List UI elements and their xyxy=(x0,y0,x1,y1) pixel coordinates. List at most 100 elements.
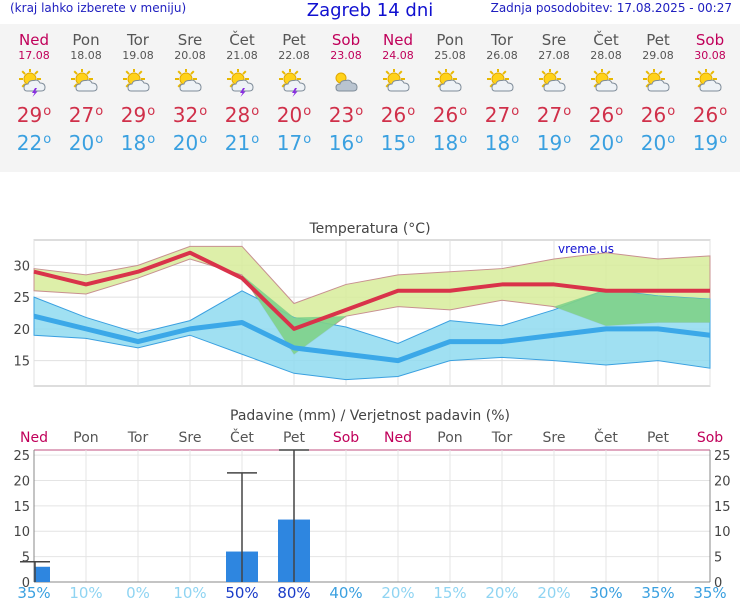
precip-probability-label: 40% xyxy=(329,584,362,600)
y-tick-label-right: 10 xyxy=(714,525,731,540)
degree-symbol: o xyxy=(303,104,312,119)
day-date: 17.08 xyxy=(18,49,50,62)
day-column[interactable]: Pet 22.08 20o 17o xyxy=(267,24,321,156)
day-column[interactable]: Ned 17.08 29o 22o xyxy=(7,24,61,156)
precip-probability-label: 0% xyxy=(126,584,150,600)
day-column[interactable]: Sre 20.08 32o 20o xyxy=(163,24,217,156)
day-date: 26.08 xyxy=(486,49,518,62)
max-temperature: 27o xyxy=(527,103,581,127)
day-column[interactable]: Sob 30.08 26o 19o xyxy=(683,24,737,156)
precipitation-chart-title: Padavine (mm) / Verjetnost padavin (%) xyxy=(230,408,510,424)
day-date: 22.08 xyxy=(278,49,310,62)
min-temperature: 20o xyxy=(579,131,633,155)
min-temperature: 20o xyxy=(59,131,113,155)
degree-symbol: o xyxy=(667,132,676,147)
max-temperature-value: 28 xyxy=(224,103,251,127)
degree-symbol: o xyxy=(95,132,104,147)
max-temperature: 29o xyxy=(7,103,61,127)
max-temperature-value: 26 xyxy=(588,103,615,127)
cloudy-icon xyxy=(335,72,358,92)
day-column[interactable]: Čet 28.08 26o 20o xyxy=(579,24,633,156)
band-overlap xyxy=(34,259,710,355)
precip-day-label: Sre xyxy=(179,430,202,446)
day-name: Pet xyxy=(646,31,670,49)
sun-cloud-icon xyxy=(591,69,618,92)
min-temperature-line xyxy=(33,313,711,364)
degree-symbol: o xyxy=(43,132,52,147)
y-tick-label: 20 xyxy=(13,323,30,338)
day-name: Čet xyxy=(229,31,255,49)
sun-cloud-icon xyxy=(643,69,670,92)
min-temperature-value: 17 xyxy=(276,131,303,155)
precip-probability-label: 15% xyxy=(433,584,466,600)
day-column[interactable]: Sob 23.08 23o 16o xyxy=(319,24,373,156)
sun-cloud-storm-icon xyxy=(19,69,46,97)
day-column[interactable]: Sre 27.08 27o 19o xyxy=(527,24,581,156)
min-temperature-value: 20 xyxy=(588,131,615,155)
min-temperature-value: 18 xyxy=(484,131,511,155)
min-temperature-value: 20 xyxy=(68,131,95,155)
watermark: vreme.us xyxy=(558,242,614,256)
min-temperature-value: 15 xyxy=(380,131,407,155)
min-temperature: 20o xyxy=(631,131,685,155)
day-column[interactable]: Ned 24.08 26o 15o xyxy=(371,24,425,156)
precipitation-plot-area xyxy=(34,450,710,582)
max-temperature-value: 26 xyxy=(640,103,667,127)
y-tick-label-left: 10 xyxy=(13,525,30,540)
degree-symbol: o xyxy=(719,104,728,119)
max-temperature: 27o xyxy=(475,103,529,127)
precip-probability-label: 35% xyxy=(17,584,50,600)
day-name: Sre xyxy=(541,31,567,49)
day-column[interactable]: Pet 29.08 26o 20o xyxy=(631,24,685,156)
day-column[interactable]: Pon 18.08 27o 20o xyxy=(59,24,113,156)
degree-symbol: o xyxy=(511,132,520,147)
day-name: Ned xyxy=(19,31,49,49)
temperature-chart-title: Temperatura (°C) xyxy=(308,221,430,237)
max-temperature: 27o xyxy=(59,103,113,127)
precip-probability-label: 10% xyxy=(69,584,102,600)
max-temperature-line xyxy=(33,250,710,331)
precip-probability-label: 35% xyxy=(641,584,674,600)
precip-probability-label: 20% xyxy=(381,584,414,600)
max-temperature: 28o xyxy=(215,103,269,127)
sun-cloud-storm-icon xyxy=(279,69,306,97)
precip-day-label: Sob xyxy=(333,430,359,446)
day-name: Sob xyxy=(331,31,361,49)
min-temperature-value: 18 xyxy=(432,131,459,155)
forecast-charts: Temperatura (°C) 15 20 25 30 vreme.us Padavine… xyxy=(13,221,731,600)
min-temperature: 18o xyxy=(475,131,529,155)
header: (kraj lahko izberete v meniju) Zagreb 14… xyxy=(0,0,740,24)
min-temperature: 16o xyxy=(319,131,373,155)
degree-symbol: o xyxy=(407,104,416,119)
y-tick-label-right: 5 xyxy=(714,551,722,566)
day-name: Čet xyxy=(593,31,619,49)
max-temperature: 26o xyxy=(423,103,477,127)
day-date: 18.08 xyxy=(70,49,102,62)
min-temperature: 15o xyxy=(371,131,425,155)
day-column[interactable]: Pon 25.08 26o 18o xyxy=(423,24,477,156)
min-temperature-value: 20 xyxy=(640,131,667,155)
degree-symbol: o xyxy=(355,132,364,147)
min-temperature-value: 19 xyxy=(692,131,719,155)
degree-symbol: o xyxy=(95,104,104,119)
day-date: 24.08 xyxy=(382,49,414,62)
precip-probability-label: 10% xyxy=(173,584,206,600)
day-date: 25.08 xyxy=(434,49,466,62)
max-temperature: 26o xyxy=(683,103,737,127)
min-temperature: 20o xyxy=(163,131,217,155)
location-menu-hint[interactable]: (kraj lahko izberete v meniju) xyxy=(10,1,187,15)
precip-day-label: Ned xyxy=(20,430,48,446)
precip-day-label: Čet xyxy=(230,428,254,446)
day-column[interactable]: Čet 21.08 28o 21o xyxy=(215,24,269,156)
day-column[interactable]: Tor 19.08 29o 18o xyxy=(111,24,165,156)
page-title: Zagreb 14 dni xyxy=(306,0,434,21)
max-temperature-value: 29 xyxy=(16,103,43,127)
max-temperature-value: 26 xyxy=(380,103,407,127)
min-temperature: 18o xyxy=(111,131,165,155)
day-column[interactable]: Tor 26.08 27o 18o xyxy=(475,24,529,156)
degree-symbol: o xyxy=(563,104,572,119)
sun-cloud-icon xyxy=(175,69,202,92)
y-tick-label-right: 0 xyxy=(714,576,722,591)
degree-symbol: o xyxy=(251,104,260,119)
min-temperature-value: 16 xyxy=(328,131,355,155)
